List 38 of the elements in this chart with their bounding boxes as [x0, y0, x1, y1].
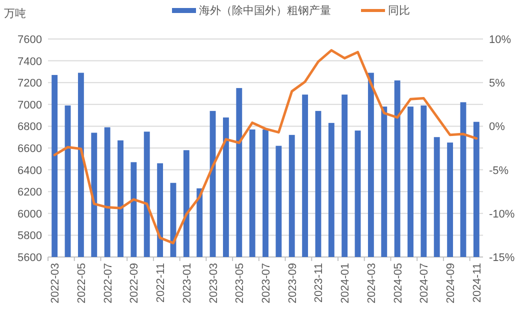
x-tick-label: 2024-11	[471, 263, 484, 303]
x-tick-label: 2023-03	[208, 263, 220, 304]
legend-label: 海外（除中国外）粗钢产量	[199, 4, 331, 17]
y2-tick-label: 10%	[489, 34, 512, 46]
x-tick-label: 2023-09	[286, 263, 299, 304]
y2-tick-label: 5%	[489, 78, 506, 90]
y-tick-label: 5800	[18, 230, 42, 242]
y-tick-label: 6400	[18, 164, 42, 177]
y2-tick-label: 0%	[489, 121, 506, 134]
x-tick-label: 2022-03	[50, 263, 62, 304]
y-tick-label: 5600	[18, 252, 42, 264]
y2-tick-label: -5%	[489, 164, 509, 177]
x-tick-label: 2024-05	[392, 263, 404, 304]
x-tick-label: 2024-09	[445, 263, 458, 304]
x-tick-label: 2023-07	[260, 263, 272, 304]
x-tick-label: 2023-01	[181, 263, 194, 304]
y-tick-label: 6000	[18, 208, 42, 220]
x-tick-label: 2022-11	[155, 263, 168, 303]
x-tick-label: 2022-05	[76, 263, 88, 304]
y-tick-label: 6800	[18, 121, 42, 134]
y2-tick-label: -10%	[489, 208, 515, 220]
x-tick-label: 2024-01	[340, 263, 352, 304]
y2-tick-label: -15%	[489, 252, 515, 264]
x-tick-label: 2024-03	[366, 263, 378, 304]
y-tick-label: 7400	[18, 56, 42, 68]
y-tick-label: 7600	[18, 34, 42, 46]
y-tick-label: 7200	[18, 78, 42, 90]
x-tick-label: 2023-11	[313, 263, 326, 303]
x-tick-label: 2024-07	[418, 263, 431, 304]
line-series	[53, 49, 478, 244]
x-tick-label: 2023-05	[234, 263, 246, 304]
y-tick-label: 7000	[18, 99, 42, 112]
y-tick-label: 6200	[18, 186, 42, 199]
y-tick-label: 6600	[18, 143, 42, 155]
y-axis-title: 万吨	[4, 7, 26, 20]
x-tick-label: 2022-07	[102, 263, 114, 304]
x-tick-label: 2022-09	[128, 263, 141, 304]
legend-label: 同比	[388, 4, 410, 17]
